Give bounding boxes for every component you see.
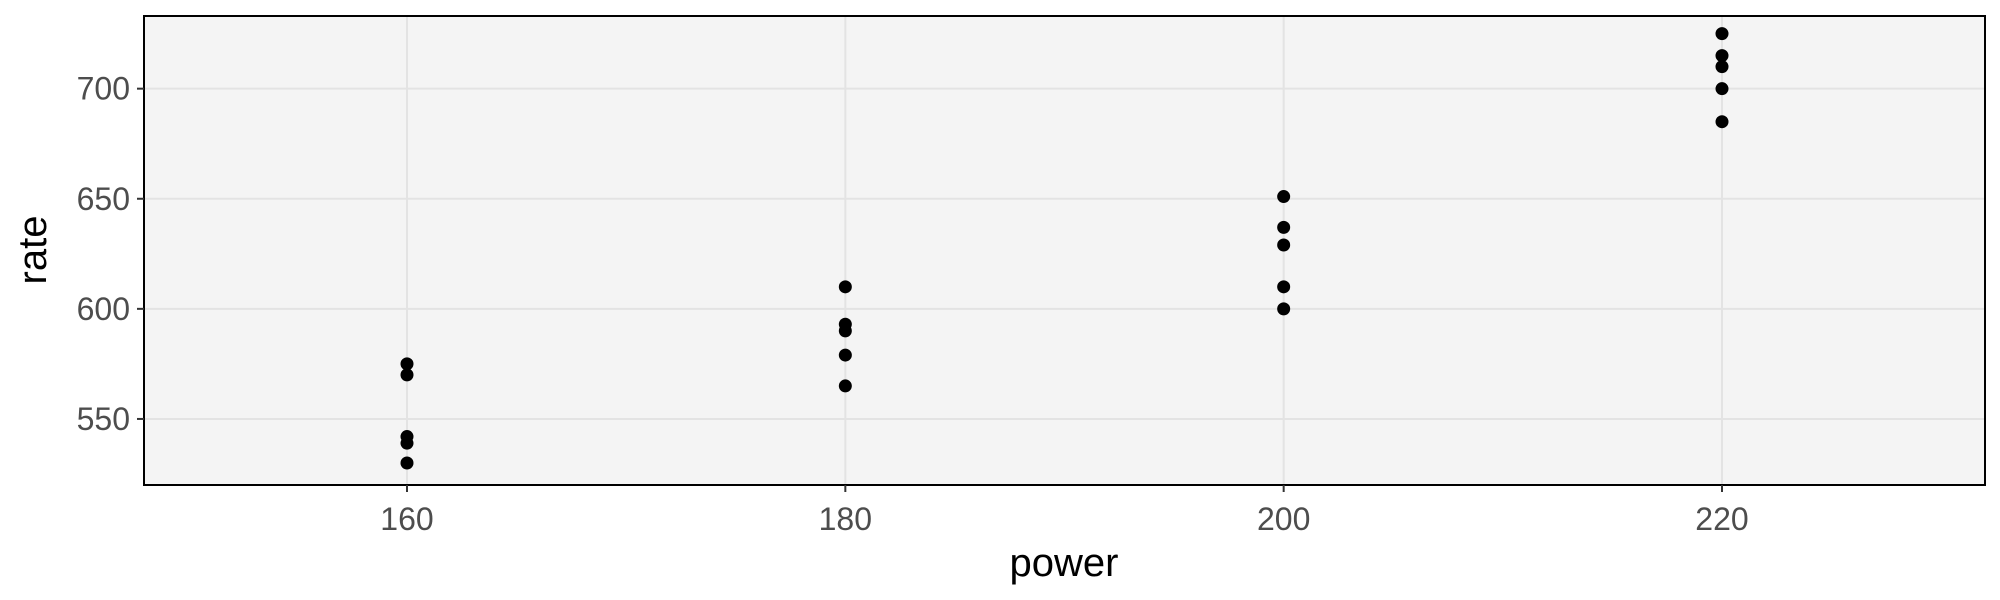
y-tick-label: 550 xyxy=(77,401,130,437)
y-axis-ticks: 550 600 650 700 xyxy=(77,71,144,437)
data-point xyxy=(838,324,852,338)
data-point xyxy=(400,456,414,470)
x-tick-label: 160 xyxy=(380,501,433,537)
data-point xyxy=(400,357,414,371)
data-point xyxy=(1277,280,1291,294)
plot-panel xyxy=(144,16,1985,485)
y-axis-title: rate xyxy=(11,216,55,285)
grid-lines xyxy=(144,16,1985,485)
data-point xyxy=(1715,82,1729,96)
data-point xyxy=(400,368,414,382)
data-point xyxy=(1277,302,1291,316)
x-tick-label: 220 xyxy=(1695,501,1748,537)
y-tick-label: 600 xyxy=(77,291,130,327)
data-point xyxy=(400,436,414,450)
data-point xyxy=(838,280,852,294)
data-point xyxy=(1715,49,1729,63)
x-tick-label: 180 xyxy=(819,501,872,537)
plot-border xyxy=(143,15,1986,486)
x-tick-label: 200 xyxy=(1257,501,1310,537)
data-point xyxy=(1715,115,1729,129)
data-points xyxy=(400,27,1729,470)
x-axis-title: power xyxy=(1010,541,1119,585)
y-tick-label: 700 xyxy=(77,71,130,107)
data-point xyxy=(1715,27,1729,41)
data-point xyxy=(1715,60,1729,74)
data-point xyxy=(838,379,852,393)
x-axis-ticks: 160 180 200 220 xyxy=(380,485,1749,537)
data-point xyxy=(1277,238,1291,252)
data-point xyxy=(1277,190,1291,204)
data-point xyxy=(1277,220,1291,234)
data-point xyxy=(838,348,852,362)
y-tick-label: 650 xyxy=(77,181,130,217)
